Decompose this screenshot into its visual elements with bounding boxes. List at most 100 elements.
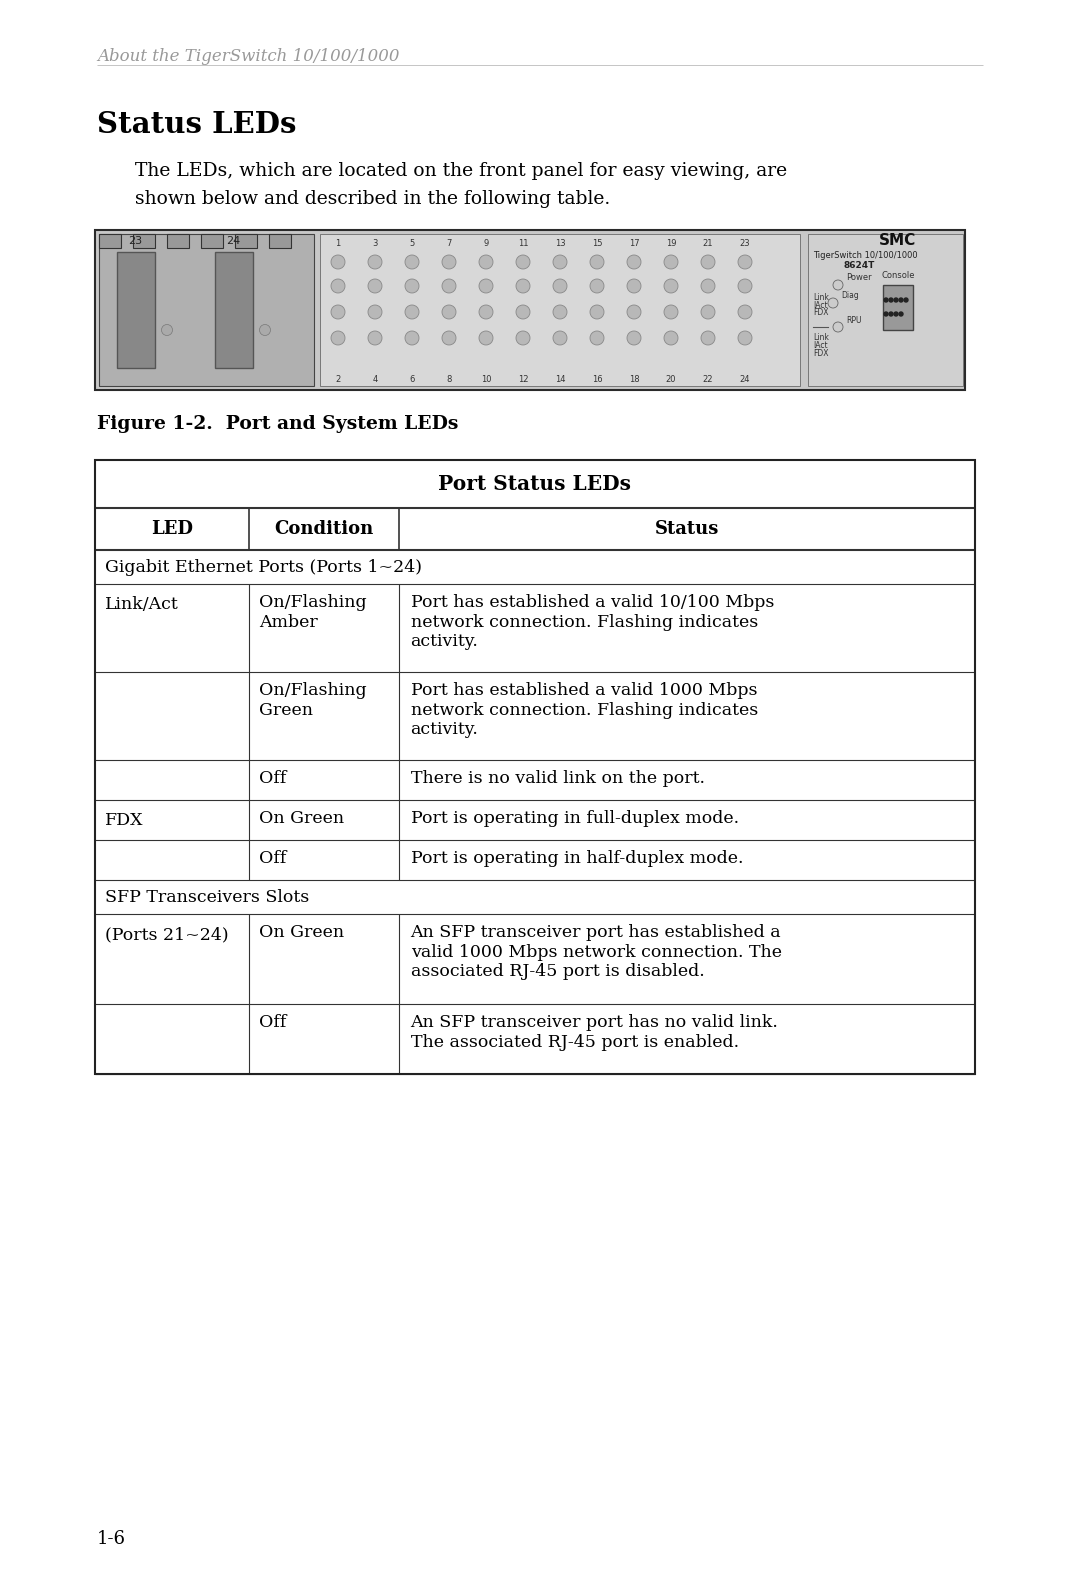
Bar [117, 253, 156, 367]
Circle shape [738, 305, 752, 319]
Circle shape [480, 254, 492, 268]
Circle shape [590, 254, 604, 268]
Text: 21: 21 [703, 239, 713, 248]
Circle shape [553, 254, 567, 268]
Circle shape [889, 298, 893, 301]
Bar [883, 286, 913, 330]
Circle shape [833, 322, 843, 331]
Text: 6: 6 [409, 375, 415, 385]
Bar [167, 234, 189, 248]
Circle shape [894, 312, 897, 316]
Circle shape [553, 279, 567, 294]
Circle shape [405, 254, 419, 268]
Text: 17: 17 [629, 239, 639, 248]
Bar [95, 460, 975, 1074]
Circle shape [259, 325, 270, 336]
Text: FDX: FDX [105, 812, 144, 829]
Circle shape [480, 331, 492, 345]
Text: Condition: Condition [274, 520, 374, 539]
Text: 14: 14 [555, 375, 565, 385]
Circle shape [899, 312, 903, 316]
Text: 1-6: 1-6 [97, 1531, 126, 1548]
Circle shape [738, 254, 752, 268]
Circle shape [330, 305, 345, 319]
Text: 19: 19 [665, 239, 676, 248]
Circle shape [885, 312, 888, 316]
Text: Off: Off [259, 849, 286, 867]
Circle shape [368, 305, 382, 319]
Bar [133, 234, 156, 248]
Circle shape [368, 331, 382, 345]
Bar [201, 234, 222, 248]
Text: 18: 18 [629, 375, 639, 385]
Text: Port is operating in full-duplex mode.: Port is operating in full-duplex mode. [410, 810, 739, 827]
Text: 16: 16 [592, 375, 603, 385]
Text: 11: 11 [517, 239, 528, 248]
Circle shape [162, 325, 173, 336]
Text: 20: 20 [665, 375, 676, 385]
Circle shape [894, 298, 897, 301]
Text: 4: 4 [373, 375, 378, 385]
Circle shape [701, 254, 715, 268]
Text: IAct: IAct [813, 301, 827, 309]
Bar [99, 234, 121, 248]
Text: 24: 24 [226, 236, 240, 246]
Circle shape [627, 331, 642, 345]
Circle shape [442, 305, 456, 319]
Text: An SFP transceiver port has established a
valid 1000 Mbps network connection. Th: An SFP transceiver port has established … [410, 925, 782, 980]
Circle shape [627, 305, 642, 319]
Text: SFP Transceivers Slots: SFP Transceivers Slots [105, 889, 309, 906]
Text: Port has established a valid 1000 Mbps
network connection. Flashing indicates
ac: Port has established a valid 1000 Mbps n… [410, 681, 758, 738]
Text: Port is operating in half-duplex mode.: Port is operating in half-duplex mode. [410, 849, 743, 867]
Circle shape [738, 331, 752, 345]
Text: 1: 1 [336, 239, 340, 248]
Circle shape [442, 254, 456, 268]
Bar [269, 234, 291, 248]
Circle shape [516, 305, 530, 319]
Bar [235, 234, 257, 248]
Text: Diag: Diag [841, 290, 859, 300]
Circle shape [664, 254, 678, 268]
Bar [808, 234, 963, 386]
Text: Gigabit Ethernet Ports (Ports 1~24): Gigabit Ethernet Ports (Ports 1~24) [105, 559, 422, 576]
Text: (Ports 21~24): (Ports 21~24) [105, 926, 229, 944]
Text: shown below and described in the following table.: shown below and described in the followi… [135, 190, 610, 207]
Text: Link: Link [813, 294, 828, 301]
Circle shape [627, 279, 642, 294]
Circle shape [590, 305, 604, 319]
Bar [320, 234, 800, 386]
Text: 9: 9 [484, 239, 488, 248]
Circle shape [480, 305, 492, 319]
Text: Link: Link [813, 333, 828, 342]
Text: On/Flashing
Amber: On/Flashing Amber [259, 593, 366, 631]
Text: Power: Power [846, 273, 872, 283]
Circle shape [664, 305, 678, 319]
Text: The LEDs, which are located on the front panel for easy viewing, are: The LEDs, which are located on the front… [135, 162, 787, 181]
Text: 22: 22 [703, 375, 713, 385]
Text: 7: 7 [446, 239, 451, 248]
Circle shape [627, 254, 642, 268]
Text: LED: LED [151, 520, 193, 539]
Circle shape [368, 254, 382, 268]
Circle shape [330, 331, 345, 345]
Circle shape [904, 298, 908, 301]
Text: 12: 12 [517, 375, 528, 385]
Circle shape [828, 298, 838, 308]
Text: RPU: RPU [846, 316, 862, 325]
Text: IAct: IAct [813, 341, 827, 350]
Circle shape [899, 298, 903, 301]
Text: There is no valid link on the port.: There is no valid link on the port. [410, 769, 704, 787]
Circle shape [885, 298, 888, 301]
Text: 3: 3 [373, 239, 378, 248]
Text: Link/Act: Link/Act [105, 597, 179, 612]
Text: TigerSwitch 10/100/1000: TigerSwitch 10/100/1000 [813, 251, 918, 261]
Text: 2: 2 [336, 375, 340, 385]
Bar [95, 229, 966, 389]
Text: 8624T: 8624T [843, 261, 875, 270]
Text: Status: Status [654, 520, 719, 539]
Text: 15: 15 [592, 239, 603, 248]
Text: Status LEDs: Status LEDs [97, 110, 297, 140]
Text: FDX: FDX [813, 349, 828, 358]
Text: 23: 23 [740, 239, 751, 248]
Text: 5: 5 [409, 239, 415, 248]
